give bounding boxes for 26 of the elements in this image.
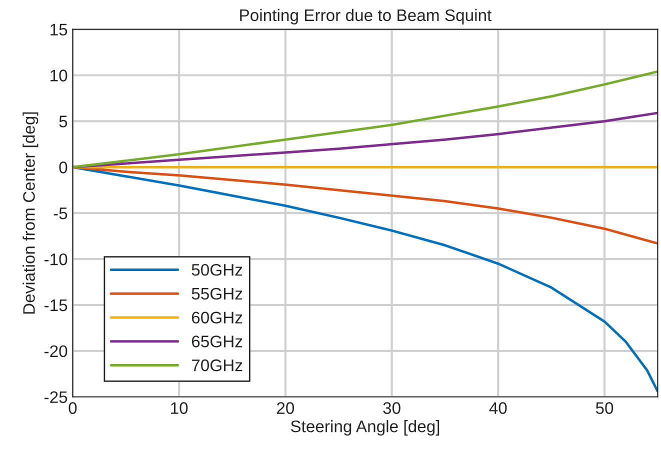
y-tick-label: -20: [44, 345, 68, 358]
x-tick-label: 0: [68, 402, 77, 414]
x-tick-label: 40: [489, 402, 507, 414]
legend-label: 60GHz: [192, 312, 242, 324]
y-tick-label: -15: [44, 300, 68, 312]
x-tick-label: 50: [596, 402, 614, 414]
chart-title: Pointing Error due to Beam Squint: [240, 8, 492, 24]
x-tick-label: 10: [171, 402, 188, 414]
legend-label: 70GHz: [192, 359, 242, 372]
x-axis-title: Steering Angle [deg]: [290, 420, 440, 436]
x-tick-label: 30: [383, 402, 400, 414]
y-tick-label: -10: [44, 253, 68, 266]
y-tick-label: 10: [50, 70, 68, 82]
legend-label: 65GHz: [192, 336, 242, 348]
line-series: [72, 112, 658, 168]
y-tick-label: 0: [59, 162, 68, 174]
x-tick-label: 20: [277, 402, 294, 414]
y-tick-label: 5: [59, 116, 68, 128]
y-tick-label: -25: [44, 391, 68, 404]
line-series: [72, 166, 658, 393]
y-tick-label: 15: [50, 24, 68, 36]
legend-label: 50GHz: [192, 264, 242, 276]
y-axis-title: Deviation from Center [deg]: [22, 112, 38, 314]
legend-label: 55GHz: [192, 288, 242, 300]
y-tick-label: -5: [54, 208, 68, 220]
line-series: [72, 70, 658, 168]
